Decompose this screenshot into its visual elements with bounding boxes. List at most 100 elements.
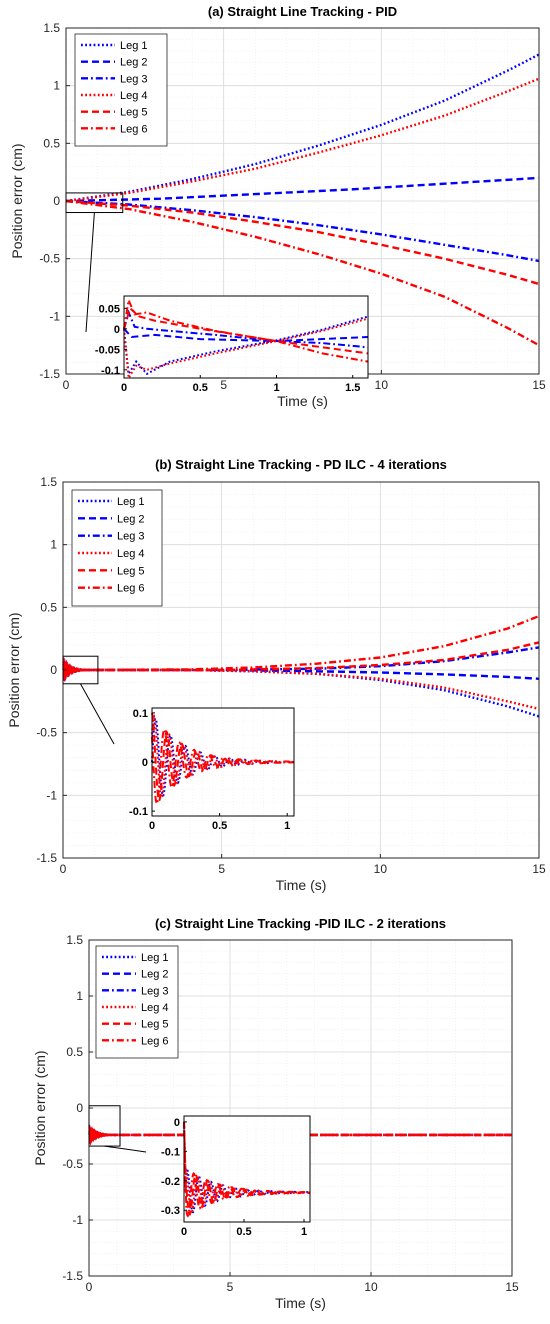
legend-entry-4: Leg 4 bbox=[141, 1002, 169, 1014]
legend-box bbox=[74, 33, 168, 147]
series-line-1 bbox=[65, 53, 540, 203]
y-tick-label: 1 bbox=[50, 538, 57, 552]
legend-entry-4: Leg 4 bbox=[120, 90, 148, 102]
zoom-connector bbox=[104, 1145, 147, 1153]
legend-entry-6: Leg 6 bbox=[141, 1035, 169, 1047]
legend-entry-5: Leg 5 bbox=[120, 107, 148, 119]
x-axis-label: Time (s) bbox=[276, 877, 327, 893]
y-tick-label: -0.5 bbox=[36, 726, 57, 740]
y-tick-label: 0 bbox=[76, 1101, 83, 1115]
inset-series-4 bbox=[183, 1121, 310, 1218]
x-tick-label: 0 bbox=[86, 1280, 93, 1294]
y-tick-label: 0.5 bbox=[43, 136, 60, 150]
y-axis-label: Position error (cm) bbox=[6, 612, 22, 727]
inset-x-tick-label: 0.5 bbox=[212, 820, 227, 832]
x-tick-label: 0 bbox=[60, 862, 67, 876]
chart-panel-1: 0 5 10 15-1.5-1-0.500.511.5(b) Straight Lin… bbox=[6, 457, 546, 893]
legend-entry-6: Leg 6 bbox=[117, 583, 145, 595]
minor-grid bbox=[62, 481, 540, 859]
inset-y-tick-label: 0 bbox=[174, 1117, 180, 1129]
inset-y-tick-label: 0.1 bbox=[133, 708, 148, 720]
inset-axes: 0 0.5 1-0.100.1 bbox=[129, 707, 295, 832]
x-axis-label: Time (s) bbox=[275, 1295, 326, 1311]
x-tick-label: 0 bbox=[63, 378, 70, 392]
inset-y-tick-label: -0.1 bbox=[161, 1146, 180, 1158]
x-tick-label: 10 bbox=[374, 862, 388, 876]
x-tick-label: 5 bbox=[220, 378, 227, 392]
series-line-6 bbox=[62, 614, 540, 672]
y-axis-label: Position error (cm) bbox=[9, 143, 25, 258]
legend-entry-1: Leg 1 bbox=[141, 952, 169, 964]
y-tick-label: -0.5 bbox=[62, 1157, 83, 1171]
series-line-6 bbox=[65, 199, 540, 347]
x-axis-label: Time (s) bbox=[277, 393, 328, 409]
y-tick-label: 1.5 bbox=[40, 475, 57, 489]
inset-y-tick-label: -0.1 bbox=[129, 806, 148, 818]
inset-x-tick-label: 0 bbox=[181, 1226, 187, 1238]
y-tick-label: 1.5 bbox=[66, 933, 83, 947]
inset-frame bbox=[123, 295, 369, 379]
legend-entry-1: Leg 1 bbox=[120, 40, 148, 52]
y-tick-label: 0 bbox=[50, 663, 57, 677]
inset-y-tick-label: -0.3 bbox=[161, 1205, 180, 1217]
series-line-4 bbox=[65, 77, 540, 203]
inset-x-tick-label: 1 bbox=[273, 382, 279, 394]
legend-entry-6: Leg 6 bbox=[120, 123, 148, 135]
legend-entry-2: Leg 2 bbox=[120, 57, 148, 69]
inset-series-4 bbox=[151, 728, 294, 806]
inset-x-tick-label: 0.5 bbox=[236, 1226, 251, 1238]
inset-y-tick-label: 0 bbox=[142, 757, 148, 769]
chart-title: (a) Straight Line Tracking - PID bbox=[208, 4, 397, 19]
x-tick-label: 10 bbox=[375, 378, 389, 392]
y-tick-label: -0.5 bbox=[39, 252, 60, 266]
y-tick-label: 0 bbox=[53, 194, 60, 208]
inset-y-tick-label: -0.1 bbox=[101, 365, 120, 377]
legend-entry-5: Leg 5 bbox=[141, 1019, 169, 1031]
inset-series-1 bbox=[183, 1121, 310, 1214]
inset-series-5 bbox=[123, 306, 369, 355]
x-tick-label: 5 bbox=[218, 862, 225, 876]
inset-series-1 bbox=[123, 315, 369, 377]
legend-entry-1: Leg 1 bbox=[117, 496, 145, 508]
series-line-3 bbox=[65, 199, 540, 263]
inset-frame bbox=[183, 1115, 311, 1223]
x-tick-label: 15 bbox=[505, 1280, 519, 1294]
y-tick-label: -1.5 bbox=[36, 851, 57, 865]
transient-line-4 bbox=[62, 659, 95, 682]
y-tick-label: -1.5 bbox=[62, 1269, 83, 1283]
inset-series-6 bbox=[123, 296, 369, 363]
inset-y-tick-label: -0.05 bbox=[95, 344, 120, 356]
legend-entry-5: Leg 5 bbox=[117, 565, 145, 577]
inset-x-tick-label: 0.5 bbox=[193, 382, 208, 394]
series-line-5 bbox=[65, 199, 540, 286]
inset-x-tick-label: 1 bbox=[301, 1226, 307, 1238]
legend-entry-2: Leg 2 bbox=[117, 513, 145, 525]
chart-panel-2: 0 5 10 15-1.5-1-0.500.511.5(c) Straight Lin… bbox=[32, 916, 519, 1311]
inset-y-tick-label: -0.2 bbox=[161, 1176, 180, 1188]
zoom-connector bbox=[85, 212, 95, 333]
chart-panel-0: 0 5 10 15-1.5-1-0.500.511.5(a) Straight Lin… bbox=[9, 4, 546, 409]
zoom-box bbox=[62, 655, 99, 685]
inset-x-tick-label: 0 bbox=[121, 382, 127, 394]
series-line-2 bbox=[65, 176, 540, 203]
y-tick-label: 1.5 bbox=[43, 21, 60, 35]
inset-x-tick-label: 1.5 bbox=[345, 382, 360, 394]
inset-axes: 0 0.5 1 -0.3 -0.2 -0.1 0 bbox=[161, 1115, 311, 1238]
inset-y-tick-label: 0.05 bbox=[99, 303, 120, 315]
inset-x-tick-label: 0 bbox=[149, 820, 155, 832]
x-tick-label: 5 bbox=[227, 1280, 234, 1294]
series-line-5 bbox=[63, 641, 540, 672]
inset-y-tick-label: 0 bbox=[114, 324, 120, 336]
x-tick-label: 10 bbox=[364, 1280, 378, 1294]
legend-entry-3: Leg 3 bbox=[117, 531, 145, 543]
chart-title: (c) Straight Line Tracking -PID ILC - 2 … bbox=[155, 916, 446, 931]
zoom-connector bbox=[80, 683, 115, 745]
chart-title: (b) Straight Line Tracking - PD ILC - 4 … bbox=[155, 457, 447, 472]
x-tick-label: 15 bbox=[532, 378, 546, 392]
y-axis-label: Position error (cm) bbox=[32, 1050, 48, 1165]
legend-entry-3: Leg 3 bbox=[120, 73, 148, 85]
inset-x-tick-label: 1 bbox=[284, 820, 290, 832]
legend-box bbox=[71, 489, 163, 607]
series-line-4 bbox=[63, 668, 540, 711]
